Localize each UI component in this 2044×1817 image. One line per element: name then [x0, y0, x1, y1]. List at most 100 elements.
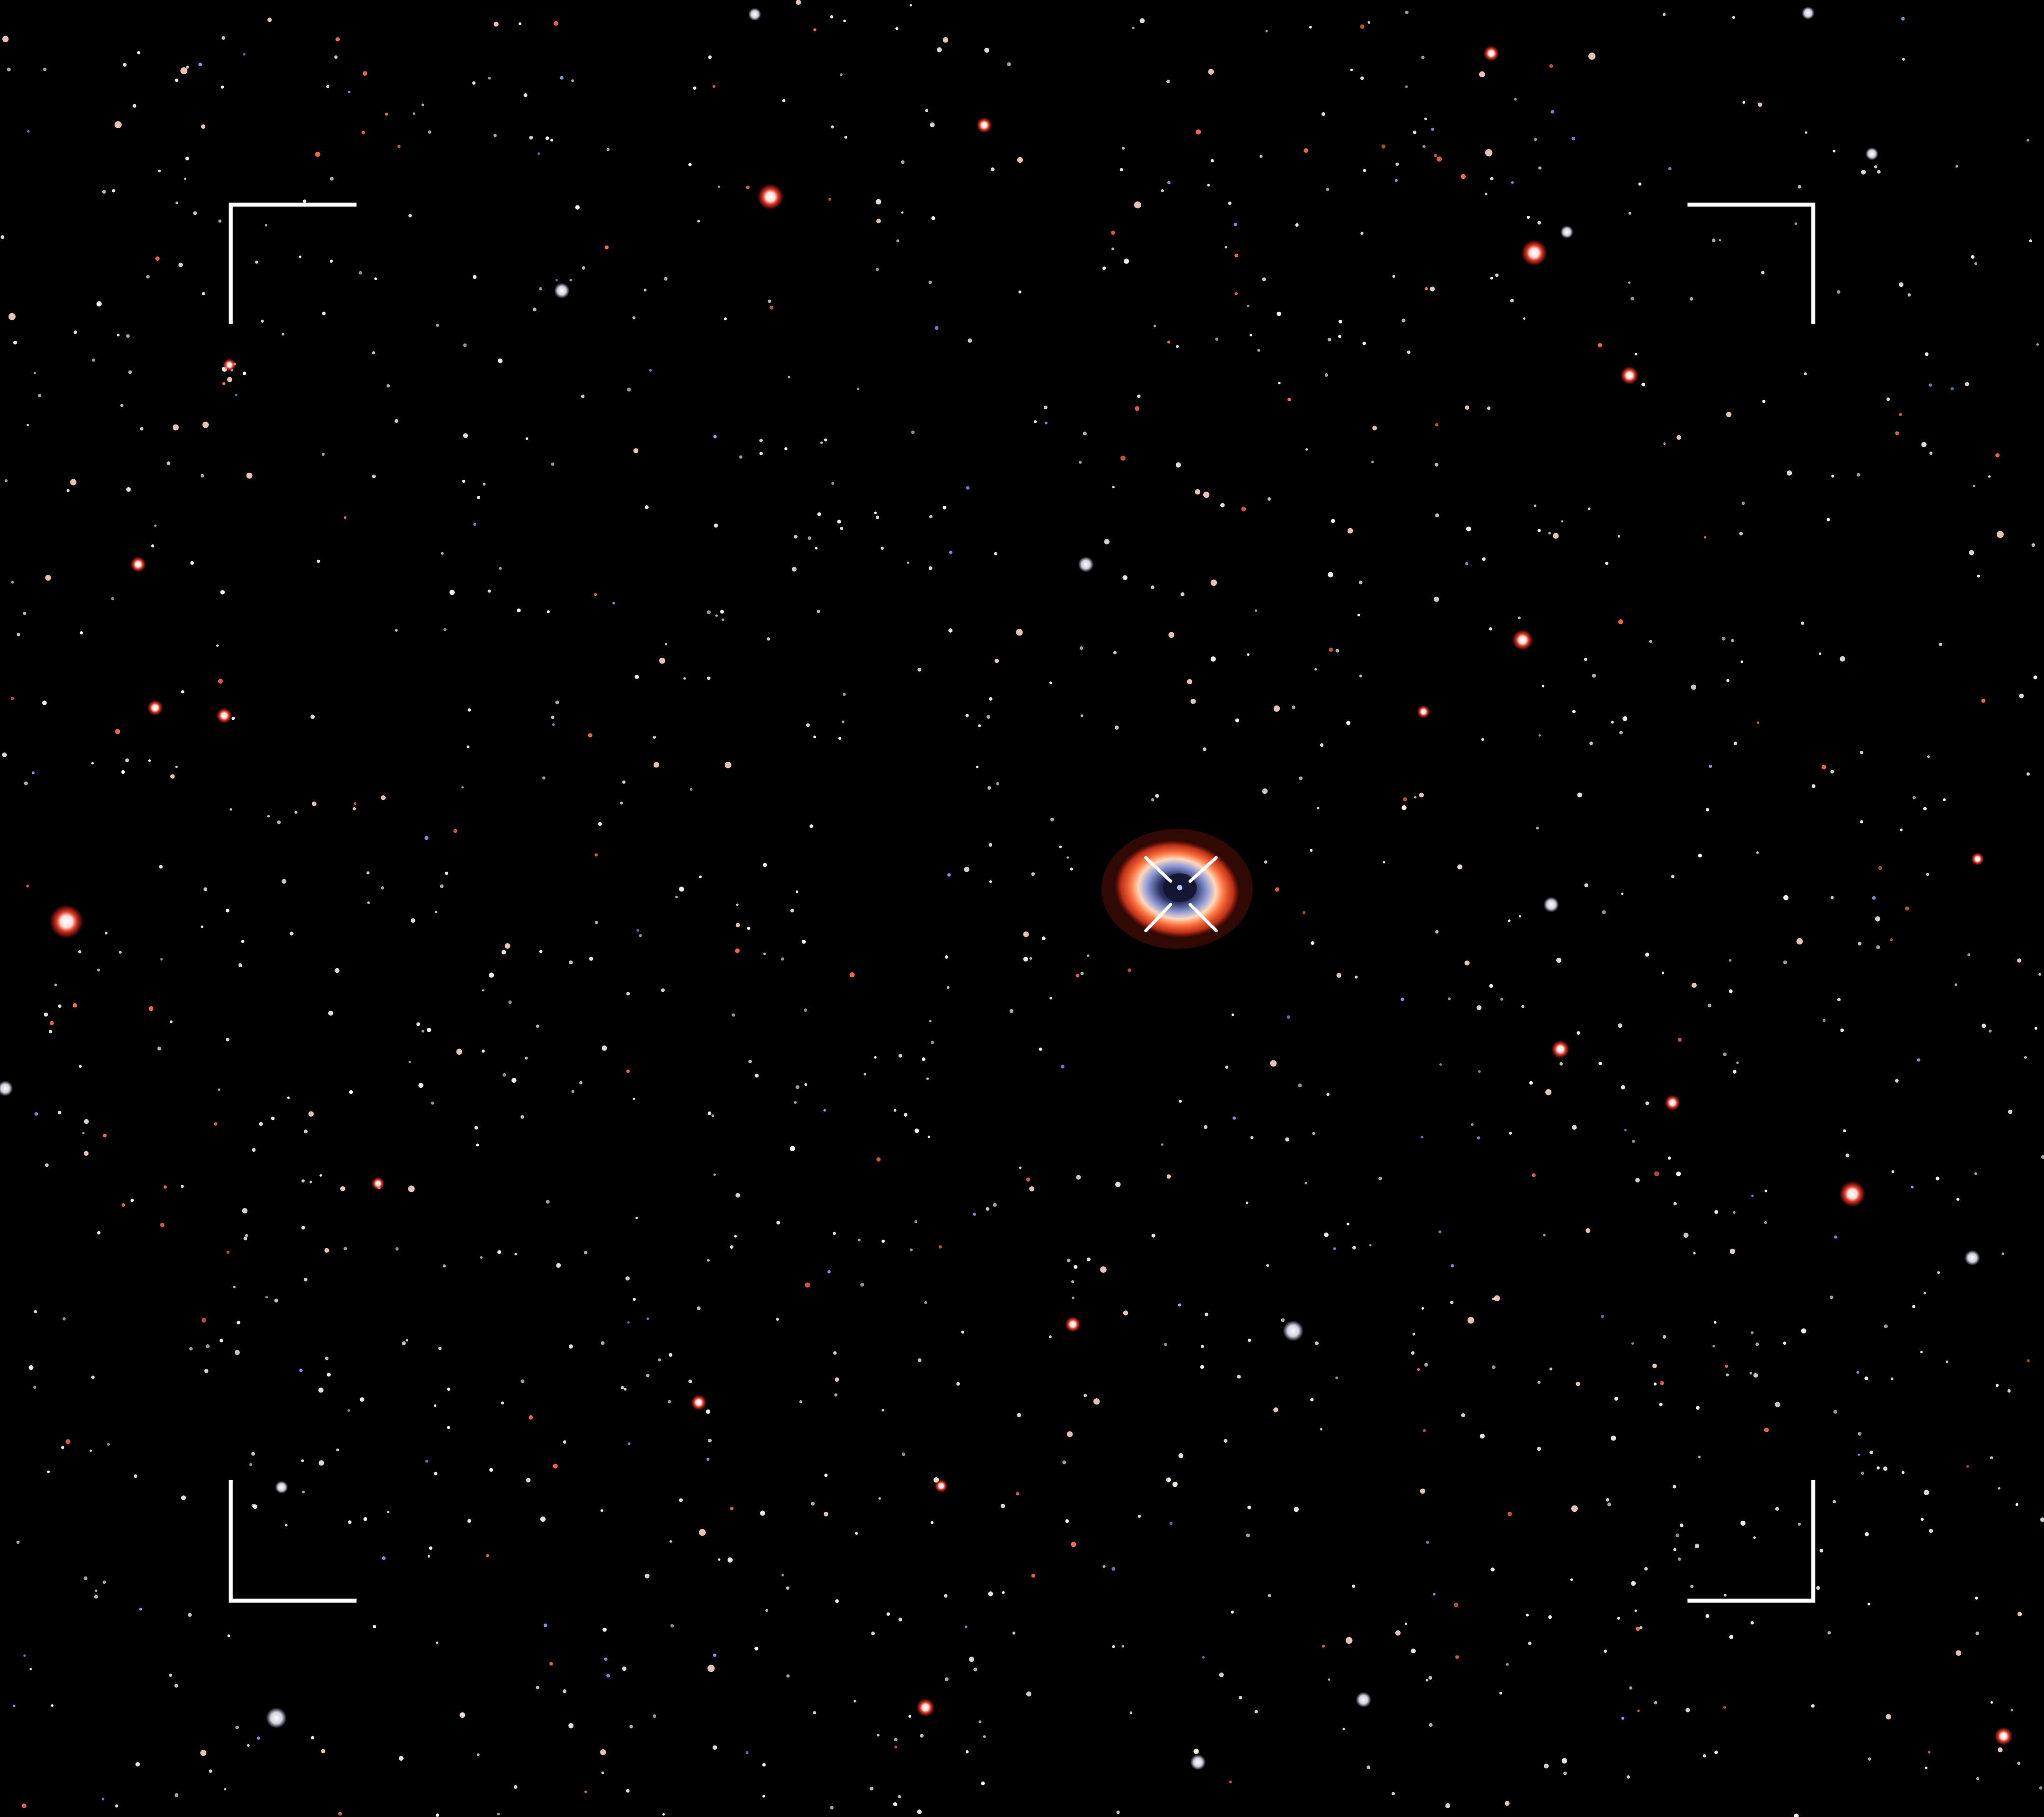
- bright-star-red: [147, 700, 163, 716]
- faint-star: [1438, 1230, 1442, 1234]
- faint-star: [632, 316, 636, 319]
- faint-star: [602, 1627, 607, 1632]
- faint-star: [978, 724, 981, 727]
- faint-star: [348, 1520, 352, 1524]
- faint-star: [1480, 1433, 1485, 1439]
- faint-star: [123, 62, 127, 67]
- faint-star: [1923, 807, 1927, 811]
- faint-star: [502, 1073, 506, 1077]
- faint-star: [1357, 613, 1360, 617]
- faint-star: [606, 148, 610, 151]
- faint-star: [1702, 1754, 1706, 1758]
- faint-star: [299, 1368, 303, 1372]
- faint-star: [1320, 1428, 1323, 1431]
- faint-star: [1080, 971, 1084, 975]
- faint-star: [483, 483, 486, 486]
- faint-star: [1937, 1271, 1940, 1274]
- faint-star: [1254, 609, 1257, 612]
- faint-star: [1320, 743, 1324, 747]
- faint-star: [799, 1400, 802, 1403]
- faint-star: [267, 18, 272, 22]
- faint-star: [1537, 221, 1542, 225]
- faint-star: [622, 1666, 626, 1671]
- faint-star: [922, 1057, 925, 1061]
- faint-star: [372, 351, 376, 355]
- faint-star: [546, 1200, 550, 1204]
- faint-star: [1277, 311, 1281, 317]
- faint-star: [434, 1472, 438, 1475]
- faint-star: [1811, 784, 1815, 788]
- faint-star: [237, 1321, 241, 1324]
- faint-star: [1210, 159, 1214, 163]
- faint-star: [984, 47, 989, 53]
- corner-bracket-bottom-left: [229, 1480, 357, 1603]
- faint-star: [1220, 503, 1225, 508]
- faint-star: [860, 1282, 864, 1287]
- faint-star: [1988, 1029, 1992, 1033]
- faint-star: [1359, 674, 1363, 678]
- faint-star: [1328, 572, 1333, 578]
- faint-star: [1920, 1350, 1923, 1354]
- faint-star: [54, 983, 57, 987]
- faint-star: [1489, 627, 1492, 631]
- faint-star: [1026, 1177, 1031, 1182]
- faint-star: [727, 1557, 733, 1563]
- faint-star: [1797, 1523, 1801, 1526]
- bright-star-red: [223, 358, 236, 372]
- faint-star: [405, 1339, 408, 1342]
- faint-star: [688, 1379, 692, 1384]
- faint-star: [315, 151, 320, 157]
- faint-star: [1031, 1573, 1036, 1578]
- faint-star: [1733, 1211, 1736, 1214]
- faint-star: [1865, 1532, 1869, 1536]
- faint-star: [526, 1478, 531, 1482]
- faint-star: [459, 1712, 465, 1718]
- faint-star: [944, 955, 949, 959]
- faint-star: [626, 1069, 630, 1073]
- faint-star: [1207, 184, 1210, 187]
- faint-star: [408, 1185, 415, 1192]
- faint-star: [1938, 643, 1942, 646]
- faint-star: [1367, 21, 1371, 24]
- faint-star: [447, 1426, 450, 1429]
- faint-star: [699, 1529, 706, 1536]
- faint-star: [1113, 651, 1117, 654]
- faint-star: [1794, 222, 1797, 225]
- faint-star: [1302, 911, 1306, 915]
- faint-star: [1266, 1264, 1269, 1267]
- faint-star: [1309, 26, 1312, 29]
- faint-star: [1833, 1500, 1836, 1504]
- faint-star: [1696, 1406, 1700, 1410]
- faint-star: [226, 1251, 230, 1254]
- faint-star: [222, 382, 226, 386]
- faint-star: [1048, 1335, 1052, 1339]
- faint-star: [792, 566, 797, 572]
- faint-star: [79, 1065, 82, 1068]
- corner-brackets: [229, 203, 1815, 1603]
- faint-star: [1304, 1182, 1307, 1185]
- faint-star: [462, 479, 466, 483]
- faint-star: [1740, 1520, 1746, 1526]
- faint-star: [991, 167, 995, 171]
- faint-star: [1413, 130, 1417, 134]
- faint-star: [1507, 1511, 1512, 1517]
- faint-star: [1705, 808, 1709, 811]
- faint-star: [1250, 334, 1252, 336]
- faint-star: [1457, 864, 1463, 870]
- faint-star: [360, 1397, 364, 1402]
- faint-star: [1335, 1376, 1339, 1379]
- faint-star: [340, 1186, 345, 1191]
- faint-star: [571, 1090, 575, 1094]
- faint-star: [817, 609, 820, 613]
- faint-star: [929, 1020, 932, 1023]
- faint-star: [231, 716, 235, 720]
- faint-star: [689, 788, 693, 791]
- faint-star: [893, 1109, 897, 1112]
- faint-star: [881, 547, 884, 550]
- faint-star: [1492, 1297, 1495, 1301]
- faint-star: [1401, 997, 1404, 1001]
- faint-star: [249, 1463, 253, 1466]
- faint-star: [394, 419, 398, 423]
- faint-star: [476, 495, 480, 499]
- faint-star: [1929, 383, 1932, 387]
